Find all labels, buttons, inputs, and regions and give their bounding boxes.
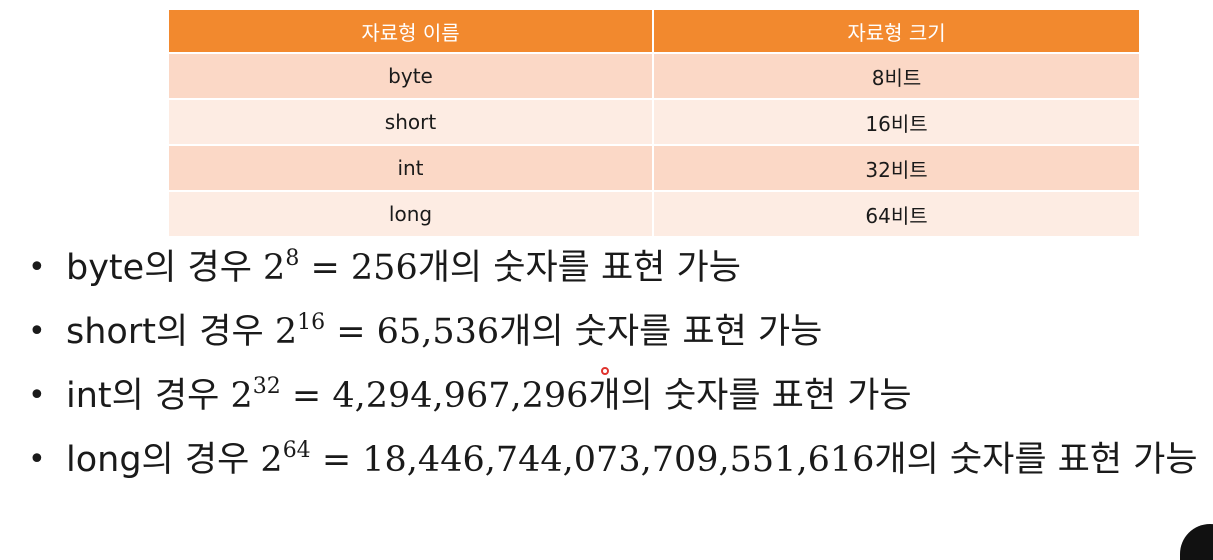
count-value: 256 xyxy=(350,248,418,288)
bullet-type: int xyxy=(66,376,112,416)
cell-type-name: long xyxy=(169,190,654,236)
count-value: 4,294,967,296 xyxy=(332,376,589,416)
cell-type-size: 64비트 xyxy=(653,190,1139,236)
power-exponent: 8 xyxy=(285,246,300,271)
equals-sign: = xyxy=(299,248,351,288)
equals-sign: = xyxy=(325,312,377,352)
bullet-prefix: 의 경우 xyxy=(141,440,261,480)
table-row: int 32비트 xyxy=(169,144,1139,191)
data-type-table: 자료형 이름 자료형 크기 byte 8비트 short 16비트 int 32… xyxy=(169,10,1139,236)
bullet-type: byte xyxy=(66,248,145,288)
power-base: 2 xyxy=(260,440,283,480)
header-type-name: 자료형 이름 xyxy=(169,10,654,53)
table-row: short 16비트 xyxy=(169,98,1139,145)
equals-sign: = xyxy=(280,376,333,416)
table-row: byte 8비트 xyxy=(169,52,1139,99)
power-base: 2 xyxy=(263,248,286,288)
bullet-suffix: 개의 숫자를 표현 가능 xyxy=(874,440,1198,480)
cell-type-name: int xyxy=(169,144,654,191)
table-row: long 64비트 xyxy=(169,190,1139,236)
bullet-dot: • xyxy=(28,250,46,285)
count-value: 65,536 xyxy=(376,312,500,352)
bullet-dot: • xyxy=(28,442,46,477)
bullet-type: short xyxy=(66,312,156,352)
bullet-type: long xyxy=(66,440,142,480)
bullet-suffix: 개의 숫자를 표현 가능 xyxy=(499,312,823,352)
bullet-list: • byte의 경우 28 = 256개의 숫자를 표현 가능 • short의 경… xyxy=(22,246,1213,502)
table-header-row: 자료형 이름 자료형 크기 xyxy=(169,10,1139,53)
bullet-dot: • xyxy=(28,314,46,349)
power-exponent: 32 xyxy=(252,374,281,399)
power-base: 2 xyxy=(274,312,298,352)
pointer-cursor xyxy=(601,367,609,375)
bullet-suffix: 개의 숫자를 표현 가능 xyxy=(588,376,912,416)
cell-type-name: byte xyxy=(169,52,654,99)
bullet-suffix: 개의 숫자를 표현 가능 xyxy=(417,248,741,288)
presenter-silhouette xyxy=(1180,524,1213,560)
bullet-prefix: 의 경우 xyxy=(155,312,275,352)
bullet-dot: • xyxy=(28,378,46,413)
cell-type-size: 8비트 xyxy=(653,52,1139,99)
equals-sign: = xyxy=(310,440,363,480)
bullet-item-int: • int의 경우 232 = 4,294,967,296개의 숫자를 표현 가능 xyxy=(22,374,1213,418)
cell-type-size: 32비트 xyxy=(653,144,1139,191)
data-type-table-wrap: 자료형 이름 자료형 크기 byte 8비트 short 16비트 int 32… xyxy=(169,10,1139,236)
power-exponent: 64 xyxy=(282,438,311,463)
bullet-prefix: 의 경우 xyxy=(111,376,231,416)
power-base: 2 xyxy=(230,376,253,416)
bullet-prefix: 의 경우 xyxy=(144,248,264,288)
bullet-item-long: • long의 경우 264 = 18,446,744,073,709,551,6… xyxy=(22,438,1213,482)
header-type-size: 자료형 크기 xyxy=(653,10,1139,53)
cell-type-name: short xyxy=(169,98,654,145)
count-value: 18,446,744,073,709,551,616 xyxy=(362,440,875,480)
cell-type-size: 16비트 xyxy=(653,98,1139,145)
bullet-item-byte: • byte의 경우 28 = 256개의 숫자를 표현 가능 xyxy=(22,246,1213,290)
power-exponent: 16 xyxy=(297,310,326,335)
bullet-item-short: • short의 경우 216 = 65,536개의 숫자를 표현 가능 xyxy=(22,310,1213,354)
